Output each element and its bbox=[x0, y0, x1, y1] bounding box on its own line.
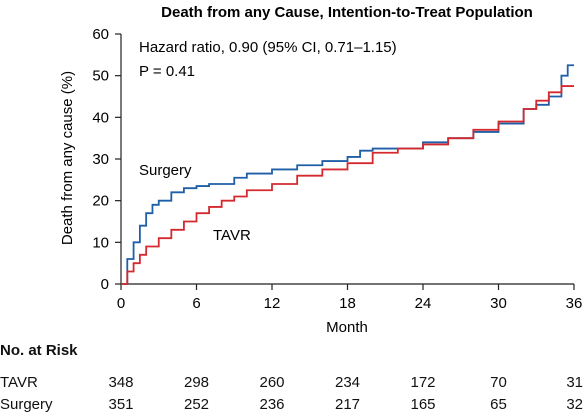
series-line-tavr bbox=[121, 85, 574, 285]
y-axis-label: Death from any cause (%) bbox=[59, 71, 76, 245]
x-tick-label: 6 bbox=[192, 295, 200, 312]
x-axis-label: Month bbox=[326, 319, 368, 336]
risk-table: No. at Risk TAVR 348 298 260 234 172 70 … bbox=[0, 340, 585, 418]
risk-cell: 70 bbox=[490, 374, 507, 391]
x-tick-label: 18 bbox=[339, 295, 356, 312]
y-tick-label: 10 bbox=[92, 234, 109, 251]
y-tick-label: 0 bbox=[101, 276, 109, 293]
series-label-surgery: Surgery bbox=[139, 162, 192, 179]
risk-row-tavr: TAVR 348 298 260 234 172 70 31 bbox=[0, 374, 585, 394]
risk-cell: 31 bbox=[566, 374, 583, 391]
axes: 0 10 20 30 40 50 60 0 6 12 18 24 30 36 bbox=[92, 26, 582, 312]
series-lines bbox=[121, 64, 574, 285]
risk-cell: 348 bbox=[108, 374, 134, 391]
risk-cell: 217 bbox=[334, 396, 361, 413]
risk-cell: 260 bbox=[259, 374, 285, 391]
y-tick-label: 60 bbox=[92, 26, 109, 43]
y-tick-label: 20 bbox=[92, 193, 109, 210]
risk-cell: 165 bbox=[410, 396, 436, 413]
y-tick-label: 30 bbox=[92, 151, 109, 168]
risk-row-label: TAVR bbox=[0, 374, 38, 391]
risk-cell: 298 bbox=[183, 374, 210, 391]
risk-cell: 252 bbox=[183, 396, 210, 413]
risk-cell: 236 bbox=[259, 396, 285, 413]
risk-table-title: No. at Risk bbox=[0, 342, 78, 359]
chart-title: Death from any Cause, Intention-to-Treat… bbox=[161, 4, 533, 21]
risk-row-label: Surgery bbox=[0, 396, 53, 413]
x-tick-label: 30 bbox=[490, 295, 507, 312]
hazard-ratio-annotation: Hazard ratio, 0.90 (95% CI, 0.71–1.15) bbox=[139, 39, 397, 56]
p-value-annotation: P = 0.41 bbox=[139, 63, 195, 80]
x-tick-label: 12 bbox=[264, 295, 281, 312]
risk-row-surgery: Surgery 351 252 236 217 165 65 32 bbox=[0, 396, 585, 416]
risk-cell: 234 bbox=[334, 374, 361, 391]
risk-cell: 65 bbox=[490, 396, 507, 413]
series-label-tavr: TAVR bbox=[213, 227, 251, 244]
km-chart: Death from any Cause, Intention-to-Treat… bbox=[59, 4, 582, 336]
x-tick-label: 0 bbox=[117, 295, 125, 312]
risk-cell: 32 bbox=[566, 396, 583, 413]
y-tick-label: 40 bbox=[92, 109, 109, 126]
x-tick-label: 24 bbox=[415, 295, 432, 312]
risk-cell: 351 bbox=[108, 396, 134, 413]
x-tick-label: 36 bbox=[566, 295, 583, 312]
risk-cell: 172 bbox=[410, 374, 436, 391]
y-tick-label: 50 bbox=[92, 68, 109, 85]
